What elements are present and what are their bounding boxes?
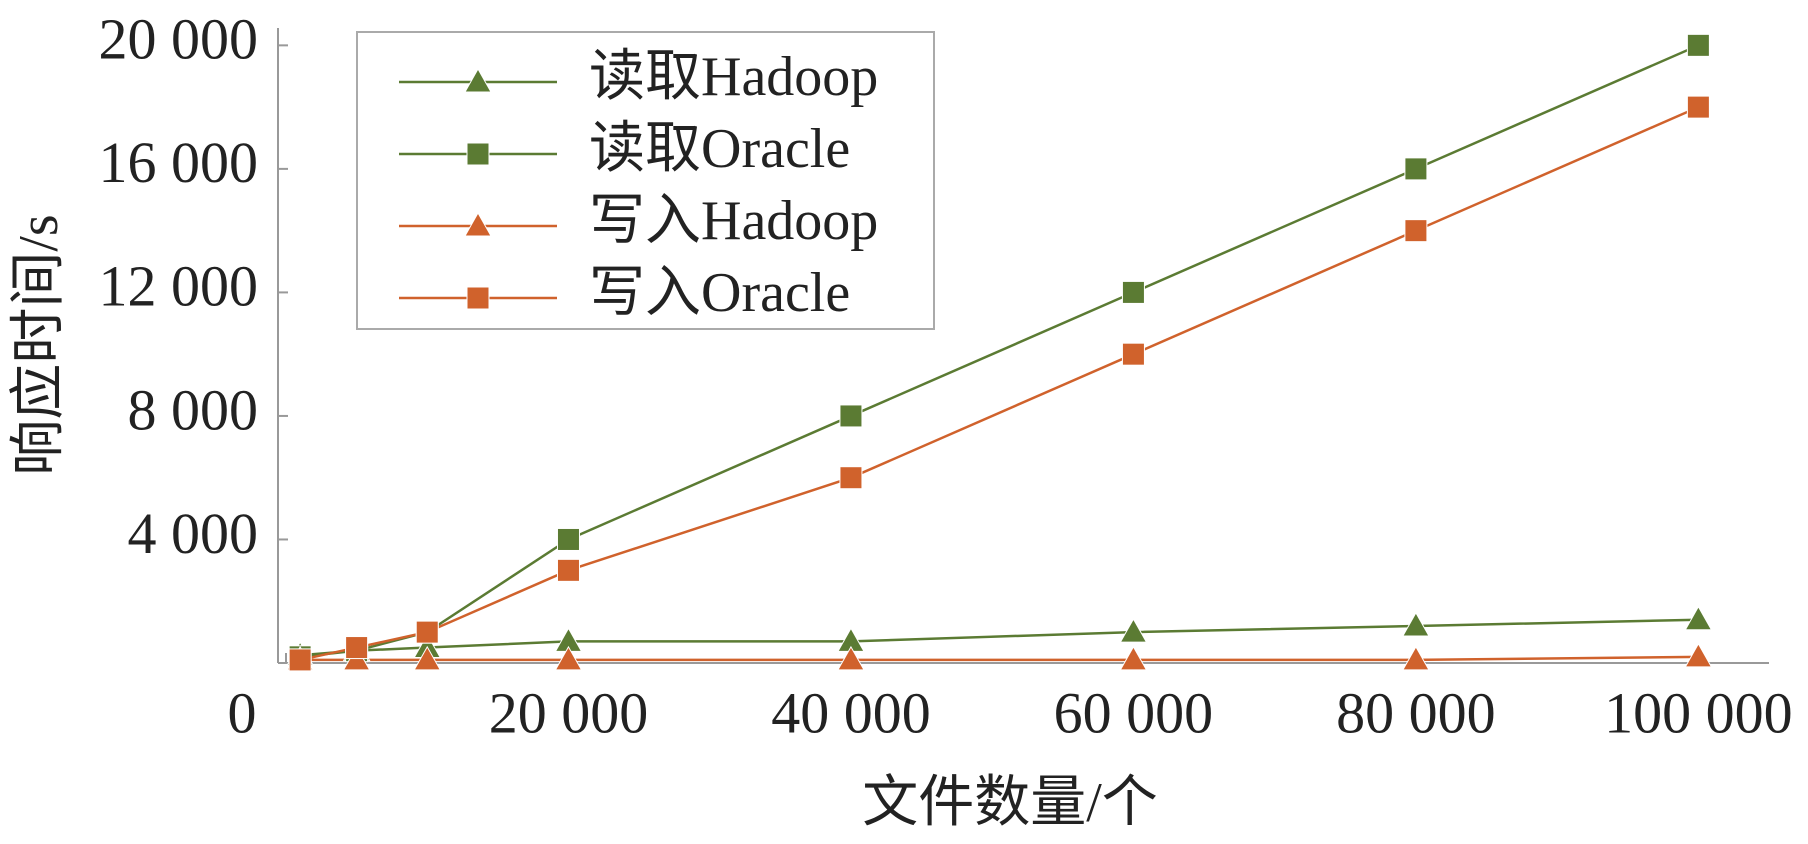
x-tick-label: 40 000 xyxy=(771,680,931,745)
series-line xyxy=(300,618,1699,657)
x-tick-label: 20 000 xyxy=(489,680,649,745)
x-tick-label: 60 000 xyxy=(1054,680,1214,745)
marker xyxy=(1684,642,1713,668)
marker xyxy=(839,404,863,428)
marker xyxy=(1686,33,1710,57)
marker xyxy=(1119,645,1148,671)
marker xyxy=(1684,605,1713,631)
y-tick-label: 20 000 xyxy=(99,7,259,72)
marker xyxy=(1402,645,1430,671)
marker xyxy=(466,286,490,310)
x-tick-label: 80 000 xyxy=(1336,680,1496,745)
marker xyxy=(288,648,312,672)
marker xyxy=(554,645,583,671)
marker xyxy=(466,142,490,166)
marker xyxy=(556,527,580,551)
legend-label: 读取Oracle xyxy=(589,118,850,180)
marker xyxy=(1402,611,1430,637)
marker xyxy=(464,67,492,93)
series-line xyxy=(300,655,1699,662)
marker xyxy=(1121,280,1145,304)
y-tick-label: 4 000 xyxy=(128,501,259,566)
x-tick-label: 100 000 xyxy=(1604,680,1793,745)
marker xyxy=(1404,219,1428,243)
marker xyxy=(556,558,580,582)
series-line xyxy=(299,44,1699,659)
marker xyxy=(1119,618,1148,643)
y-axis-title: 响应时间/s xyxy=(8,214,70,475)
legend: 读取Hadoop 读取Oracle 写入Hadoop 写入Oracle xyxy=(356,31,935,330)
x-tick-label: 0 xyxy=(228,680,257,745)
legend-label: 读取Hadoop xyxy=(589,46,878,108)
series-line xyxy=(299,105,1699,662)
marker xyxy=(1404,157,1428,181)
marker xyxy=(1121,342,1145,366)
y-tick-label: 12 000 xyxy=(99,254,259,319)
x-axis-title: 文件数量/个 xyxy=(862,772,1158,834)
marker xyxy=(415,620,439,644)
marker xyxy=(1686,95,1710,119)
marker xyxy=(464,211,492,237)
y-tick-label: 16 000 xyxy=(99,130,259,195)
marker xyxy=(413,645,442,671)
legend-label: 写入Hadoop xyxy=(589,190,878,252)
y-tick-label: 8 000 xyxy=(128,377,259,442)
marker xyxy=(345,636,369,660)
legend-label: 写入Oracle xyxy=(589,262,850,324)
marker xyxy=(837,645,865,671)
marker xyxy=(839,466,863,490)
